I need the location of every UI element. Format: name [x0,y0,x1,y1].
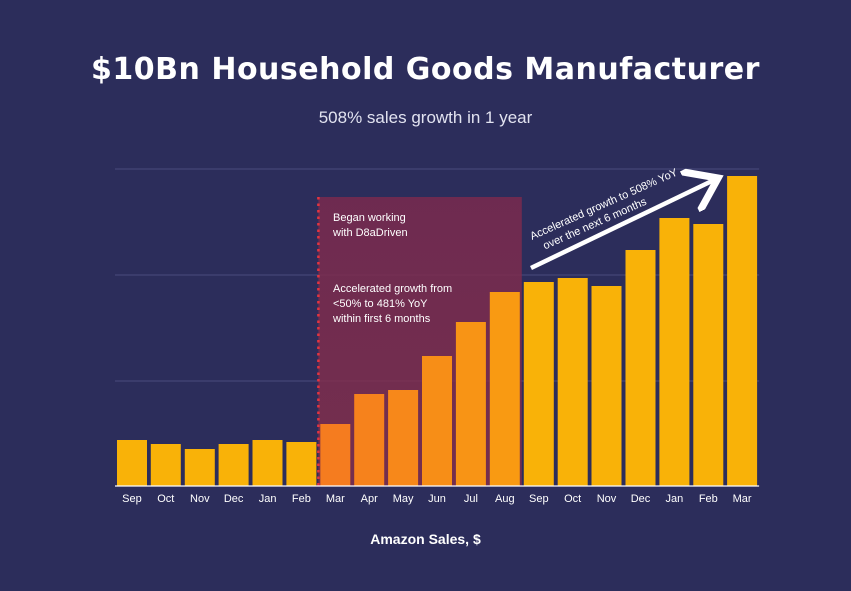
bar-sep-0 [117,440,147,486]
annotation-began-line2: with D8aDriven [332,227,408,239]
x-tick-label: Aug [495,493,515,505]
x-axis-label: Amazon Sales, $ [370,531,481,547]
bar-jun-9 [422,356,452,486]
x-tick-label: May [393,493,414,505]
chart-title: $10Bn Household Goods Manufacturer [91,52,760,87]
growth-arrow [530,180,714,271]
bar-may-8 [388,390,419,486]
bar-feb-5 [286,442,317,486]
annotation-began-line1: Began working [333,212,406,224]
annotation-accel-line3: within first 6 months [332,313,431,325]
x-tick-label: Apr [361,493,378,505]
x-tick-label: Nov [597,493,617,505]
bar-nov-2 [184,449,215,486]
chart-subtitle: 508% sales growth in 1 year [318,108,533,127]
x-tick-label: Feb [292,493,311,505]
annotation-accel-line1: Accelerated growth from [333,283,452,295]
bar-dec-3 [218,444,249,486]
bar-jan-16 [659,218,690,486]
x-tick-label: Nov [190,493,210,505]
bar-jul-10 [455,322,486,486]
x-tick-label: Oct [564,493,581,505]
x-tick-label: Feb [699,493,718,505]
x-tick-label: Mar [326,493,345,505]
bar-nov-14 [591,286,622,486]
bar-oct-1 [150,444,181,486]
x-tick-label: Mar [733,493,752,505]
x-tick-label: Sep [529,493,549,505]
x-tick-label: Sep [122,493,142,505]
bar-apr-7 [354,394,385,486]
bar-feb-17 [693,224,724,486]
x-tick-labels: Sep Oct Nov Dec Jan Feb Mar Apr May Jun Jul Aug Sep O… [122,493,752,505]
bar-mar-18 [727,176,758,486]
bars-group [117,176,758,486]
bar-jan-4 [252,440,283,486]
x-tick-label: Oct [157,493,174,505]
x-tick-label: Jan [259,493,277,505]
x-tick-label: Jun [428,493,446,505]
x-tick-label: Jan [666,493,684,505]
x-tick-label: Dec [631,493,651,505]
bar-sep-12 [523,282,554,486]
x-tick-label: Dec [224,493,244,505]
bar-dec-15 [625,250,656,486]
bar-oct-13 [557,278,588,486]
annotation-accel-line2: <50% to 481% YoY [333,298,428,310]
bar-mar-6 [320,424,351,486]
highlight-region [318,197,522,486]
bar-aug-11 [489,292,520,486]
x-tick-label: Jul [464,493,478,505]
